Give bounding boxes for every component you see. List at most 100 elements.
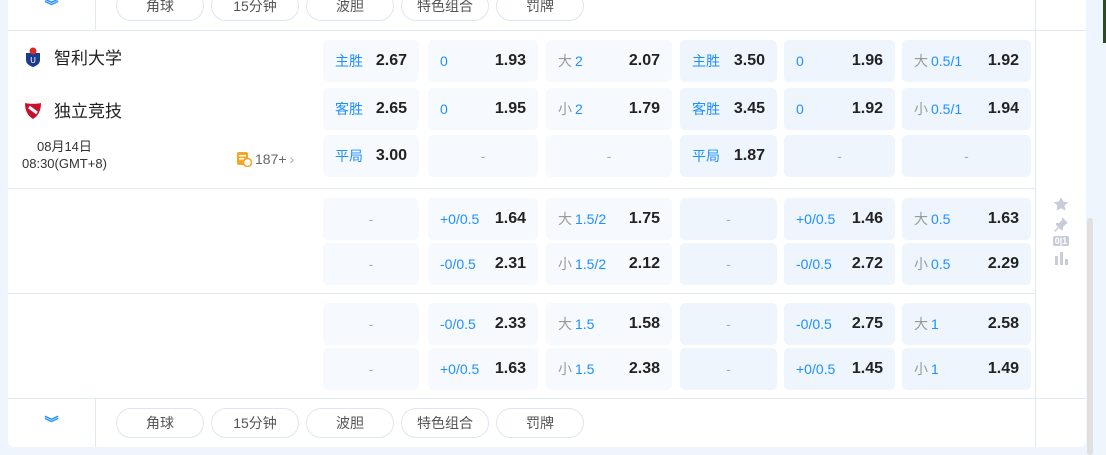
odds-cell[interactable]: 小 0.5 2.29 [902, 243, 1031, 285]
odds-cell[interactable]: 客胜 2.65 [323, 88, 419, 130]
odds-cell[interactable]: -0/0.5 2.31 [428, 243, 538, 285]
odds-cell[interactable]: - [902, 135, 1031, 177]
odds-cell[interactable]: 小 1.5 2.38 [546, 348, 672, 390]
odds-prefix: 小 [914, 361, 928, 377]
odds-line: -0/0.5 [440, 316, 476, 332]
odds-cell[interactable]: 小 1.5/2 2.12 [546, 243, 672, 285]
odds-value: 1.92 [987, 52, 1019, 69]
odds-cell[interactable]: 0 1.96 [784, 40, 895, 82]
odds-cell[interactable]: 0 1.93 [428, 40, 538, 82]
odds-value: 2.12 [628, 255, 660, 272]
odds-value: 2.38 [628, 360, 660, 377]
odds-cell[interactable]: -0/0.5 2.72 [784, 243, 895, 285]
divider [8, 293, 1035, 294]
odds-cell[interactable]: - [428, 135, 538, 177]
odds-cell[interactable]: 主胜 3.50 [680, 40, 777, 82]
odds-cell[interactable]: 大 2 2.07 [546, 40, 672, 82]
tab-pill[interactable]: 罚牌 [496, 0, 584, 21]
away-team[interactable]: 独立竞技 [24, 97, 122, 122]
match-date: 08月14日 [36, 139, 92, 154]
tab-pill[interactable]: 15分钟 [211, 0, 299, 21]
odds-line: 1.5/2 [575, 256, 607, 272]
odds-cell[interactable]: -0/0.5 2.75 [784, 303, 895, 345]
divider [1035, 0, 1036, 447]
tab-pill[interactable]: 特色组合 [401, 0, 489, 21]
tab-pill[interactable]: 罚牌 [496, 408, 584, 438]
odds-cell[interactable]: - [546, 135, 672, 177]
odds-cell[interactable]: - [680, 303, 777, 345]
odds-cell[interactable]: 大 1.5/2 1.75 [546, 198, 672, 240]
odds-cell[interactable]: +0/0.5 1.64 [428, 198, 538, 240]
stats-icon[interactable] [1053, 250, 1069, 266]
odds-cell[interactable]: +0/0.5 1.45 [784, 348, 895, 390]
odds-value: 1.87 [733, 147, 765, 164]
match-datetime: 08月14日 08:30(GMT+8) [22, 138, 107, 172]
odds-cell[interactable]: 0 1.95 [428, 88, 538, 130]
expand-chevron-icon[interactable]: ︾ [8, 399, 96, 447]
odds-cell[interactable]: - [323, 198, 419, 240]
odds-cell[interactable]: - [680, 198, 777, 240]
odds-cell[interactable]: 小 1 1.49 [902, 348, 1031, 390]
odds-value: 2.29 [987, 255, 1019, 272]
odds-value: 1.58 [628, 315, 660, 332]
odds-value: 1.75 [628, 210, 660, 227]
odds-cell[interactable]: 平局 1.87 [680, 135, 777, 177]
expand-chevron-icon[interactable]: ︾ [8, 0, 96, 30]
odds-line: 0 [440, 53, 448, 69]
tab-pill[interactable]: 15分钟 [211, 408, 299, 438]
tab-pill[interactable]: 波胆 [306, 408, 394, 438]
odds-cell[interactable]: 大 1.5 1.58 [546, 303, 672, 345]
odds-line: 1.5 [575, 316, 595, 332]
odds-cell[interactable]: - [680, 243, 777, 285]
odds-cell[interactable]: +0/0.5 1.63 [428, 348, 538, 390]
odds-value: 1.46 [851, 210, 883, 227]
odds-cell[interactable]: 大 0.5/1 1.92 [902, 40, 1031, 82]
odds-value: 1.49 [987, 360, 1019, 377]
more-markets-link[interactable]: 187+ › [236, 151, 294, 167]
away-team-name: 独立竞技 [54, 102, 122, 121]
odds-value: 1.96 [851, 52, 883, 69]
more-count: 187+ [255, 151, 287, 167]
odds-line: -0/0.5 [796, 256, 832, 272]
pin-icon[interactable] [1053, 216, 1069, 232]
odds-cell[interactable]: +0/0.5 1.46 [784, 198, 895, 240]
odds-cell[interactable]: - [323, 303, 419, 345]
odds-value: 1.93 [494, 52, 526, 69]
svg-text:U: U [30, 56, 36, 65]
score-icon[interactable]: 0|1 [1052, 236, 1070, 246]
odds-cell[interactable]: -0/0.5 2.33 [428, 303, 538, 345]
odds-cell[interactable]: 大 1 2.58 [902, 303, 1031, 345]
odds-value: 1.79 [628, 100, 660, 117]
odds-cell[interactable]: 小 2 1.79 [546, 88, 672, 130]
tab-pill[interactable]: 角球 [116, 0, 204, 21]
empty-odds: - [726, 361, 731, 377]
odds-cell[interactable]: 0 1.92 [784, 88, 895, 130]
tab-pill[interactable]: 特色组合 [401, 408, 489, 438]
odds-cell[interactable]: 大 0.5 1.63 [902, 198, 1031, 240]
tab-pill[interactable]: 角球 [116, 408, 204, 438]
odds-line: 2 [575, 53, 583, 69]
empty-odds: - [726, 211, 731, 227]
home-team-logo-icon: U [26, 47, 40, 67]
star-icon[interactable] [1053, 196, 1069, 212]
tab-pill[interactable]: 波胆 [306, 0, 394, 21]
odds-cell[interactable]: 主胜 2.67 [323, 40, 419, 82]
scrollbar[interactable] [1087, 218, 1093, 455]
odds-cell[interactable]: - [323, 243, 419, 285]
odds-line: 1 [931, 316, 939, 332]
odds-line: 客胜 [692, 101, 720, 117]
odds-cell[interactable]: 小 0.5/1 1.94 [902, 88, 1031, 130]
background-image-edge [1103, 0, 1106, 43]
odds-line: +0/0.5 [440, 361, 480, 377]
odds-cell[interactable]: - [784, 135, 895, 177]
odds-cell[interactable]: 平局 3.00 [323, 135, 419, 177]
odds-line: 0.5/1 [931, 101, 963, 117]
odds-value: 1.95 [494, 100, 526, 117]
odds-prefix: 大 [914, 316, 928, 332]
odds-line: 0.5 [931, 211, 951, 227]
odds-cell[interactable]: 客胜 3.45 [680, 88, 777, 130]
home-team[interactable]: U 智利大学 [24, 44, 122, 69]
odds-cell[interactable]: - [323, 348, 419, 390]
odds-prefix: 大 [558, 211, 572, 227]
odds-cell[interactable]: - [680, 348, 777, 390]
